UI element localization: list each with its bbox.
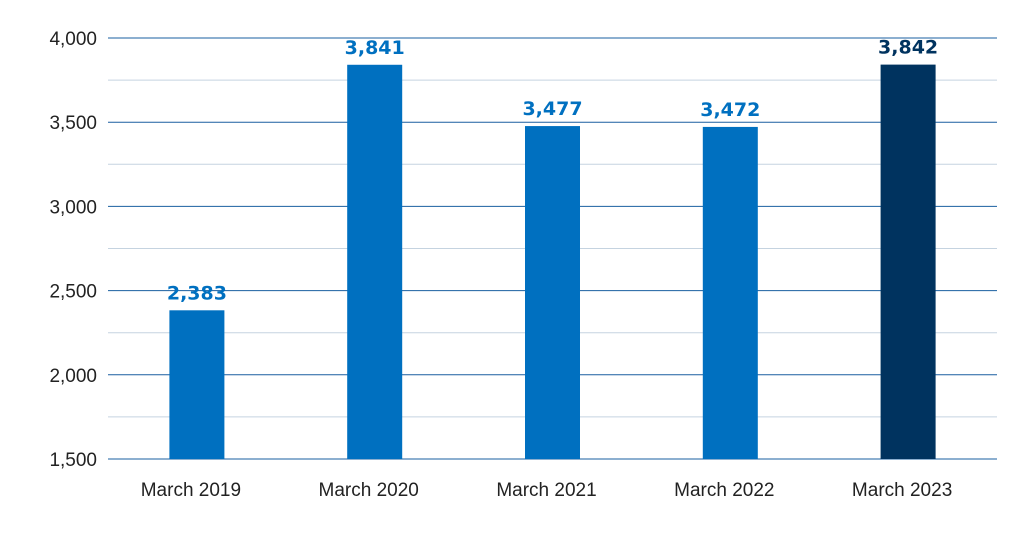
data-label: 3,472: [700, 99, 760, 121]
y-axis-tick-labels: 1,500 2,000 2,500 3,000 3,500 4,000: [49, 29, 97, 471]
x-category-label: March 2022: [674, 480, 774, 501]
data-label: 3,841: [345, 37, 405, 59]
y-tick-label: 3,000: [49, 197, 97, 218]
bar: [347, 64, 403, 459]
x-category-label: March 2020: [319, 480, 419, 501]
data-label: 3,477: [522, 98, 582, 120]
bar: [880, 64, 936, 459]
x-category-label: March 2023: [852, 480, 952, 501]
y-tick-label: 3,500: [49, 113, 97, 134]
bar: [702, 126, 758, 460]
x-category-label: March 2021: [496, 480, 596, 501]
data-labels: 2,383 3,841 3,477 3,472 3,842: [167, 37, 938, 305]
y-tick-label: 2,500: [49, 282, 97, 303]
bar: [169, 310, 225, 459]
y-tick-label: 2,000: [49, 366, 97, 387]
x-axis-category-labels: March 2019 March 2020 March 2021 March 2022…: [141, 480, 953, 501]
x-category-label: March 2019: [141, 480, 241, 501]
y-tick-label: 1,500: [49, 450, 97, 471]
bar: [525, 126, 580, 460]
data-label: 3,842: [878, 37, 938, 59]
bars: [169, 64, 936, 460]
y-tick-label: 4,000: [49, 29, 97, 50]
data-label: 2,383: [167, 282, 227, 304]
